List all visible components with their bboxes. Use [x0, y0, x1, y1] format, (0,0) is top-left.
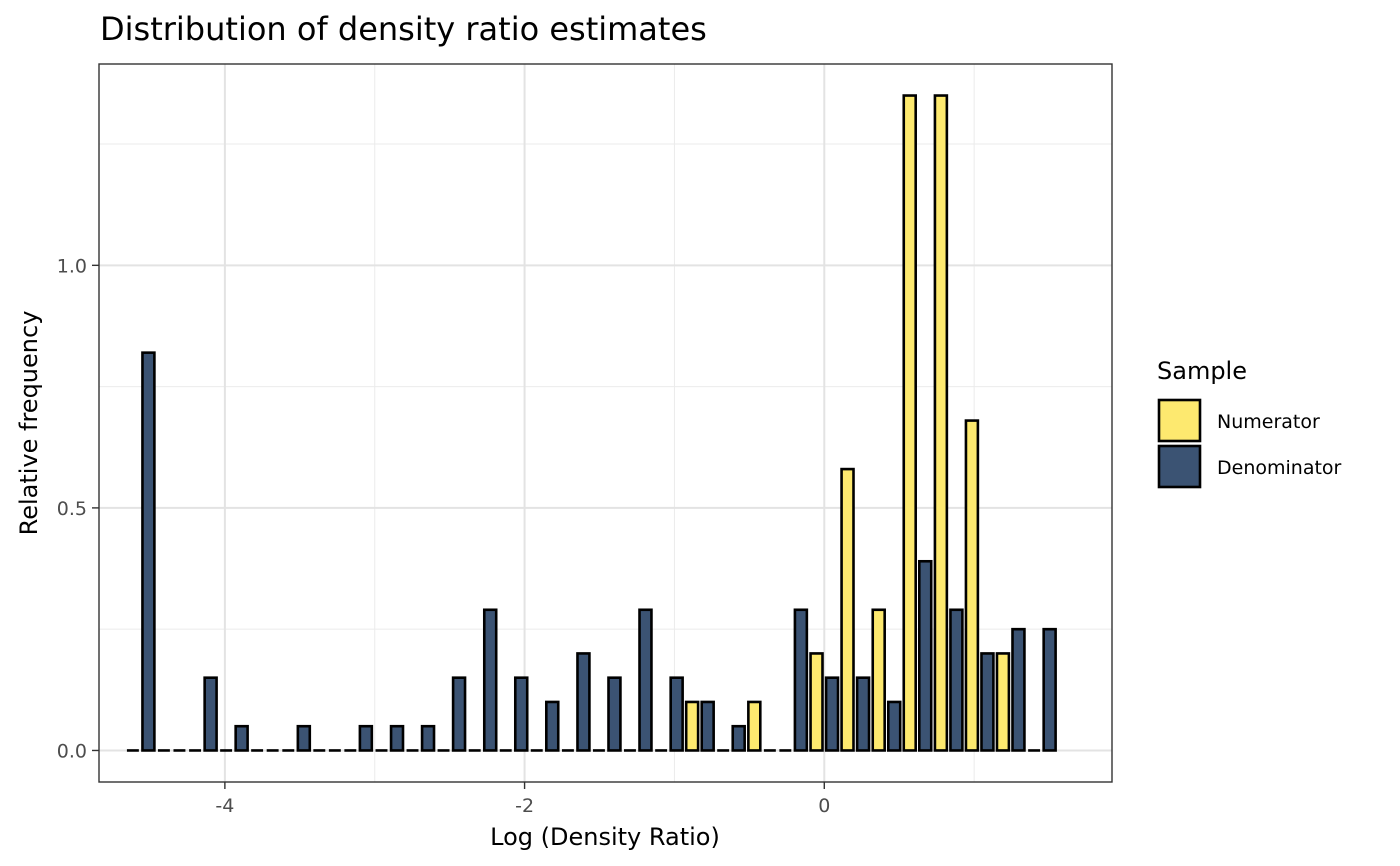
legend-key-denominator — [1157, 444, 1202, 489]
bar-denominator — [700, 700, 715, 752]
chart-title: Distribution of density ratio estimates — [100, 10, 707, 48]
bar-denominator — [1011, 627, 1026, 752]
legend-key-numerator — [1157, 398, 1202, 443]
bar-denominator — [296, 724, 312, 752]
bar-denominator — [638, 608, 653, 752]
x-tick-label: 0 — [818, 795, 830, 817]
bar-numerator — [902, 94, 917, 752]
y-axis: 0.0 0.5 1.0 — [57, 255, 99, 762]
bar-numerator — [995, 652, 1011, 752]
legend-items: Numerator Denominator — [1157, 398, 1342, 489]
bar-denominator — [855, 676, 871, 752]
gridlines — [99, 64, 1112, 782]
bar-denominator — [731, 724, 746, 752]
legend-label-denominator: Denominator — [1217, 457, 1342, 479]
bar-denominator — [234, 724, 249, 752]
bar-numerator — [747, 700, 762, 752]
x-tick-label: -4 — [215, 795, 234, 817]
bar-denominator — [358, 724, 374, 752]
bar-denominator — [793, 608, 809, 752]
bar-numerator — [933, 94, 949, 752]
bar-denominator — [203, 676, 218, 752]
bar-numerator — [964, 419, 980, 752]
y-tick-label: 0.0 — [57, 740, 87, 762]
bar-numerator — [871, 608, 886, 752]
bar-numerator — [684, 700, 700, 752]
y-axis-title: Relative frequency — [15, 311, 43, 536]
x-axis-title: Log (Density Ratio) — [490, 823, 720, 851]
x-tick-label: -2 — [515, 795, 534, 817]
y-tick-label: 0.5 — [57, 498, 87, 520]
bar-denominator — [451, 676, 467, 752]
bar-numerator — [840, 467, 855, 752]
bar-denominator — [917, 559, 933, 752]
bar-denominator — [513, 676, 529, 752]
bar-denominator — [1042, 627, 1057, 752]
x-axis: -4 -2 0 — [215, 782, 830, 817]
bar-denominator — [141, 351, 156, 752]
bar-denominator — [949, 608, 964, 752]
legend: Sample Numerator Denominator — [1157, 357, 1342, 489]
bar-denominator — [576, 652, 591, 752]
legend-title: Sample — [1157, 357, 1247, 385]
bar-denominator — [886, 700, 902, 752]
bar-denominator — [669, 676, 684, 752]
bar-denominator — [545, 700, 560, 752]
legend-label-numerator: Numerator — [1217, 411, 1320, 433]
bar-denominator — [824, 676, 840, 752]
bar-denominator — [420, 724, 436, 752]
bar-numerator — [809, 652, 824, 752]
bar-denominator — [607, 676, 622, 752]
bar-denominator — [389, 724, 405, 752]
bar-denominator — [482, 608, 498, 752]
bar-denominator — [980, 652, 995, 752]
y-tick-label: 1.0 — [57, 255, 87, 277]
bars — [141, 94, 1057, 752]
plot-panel-border — [98, 63, 1113, 783]
